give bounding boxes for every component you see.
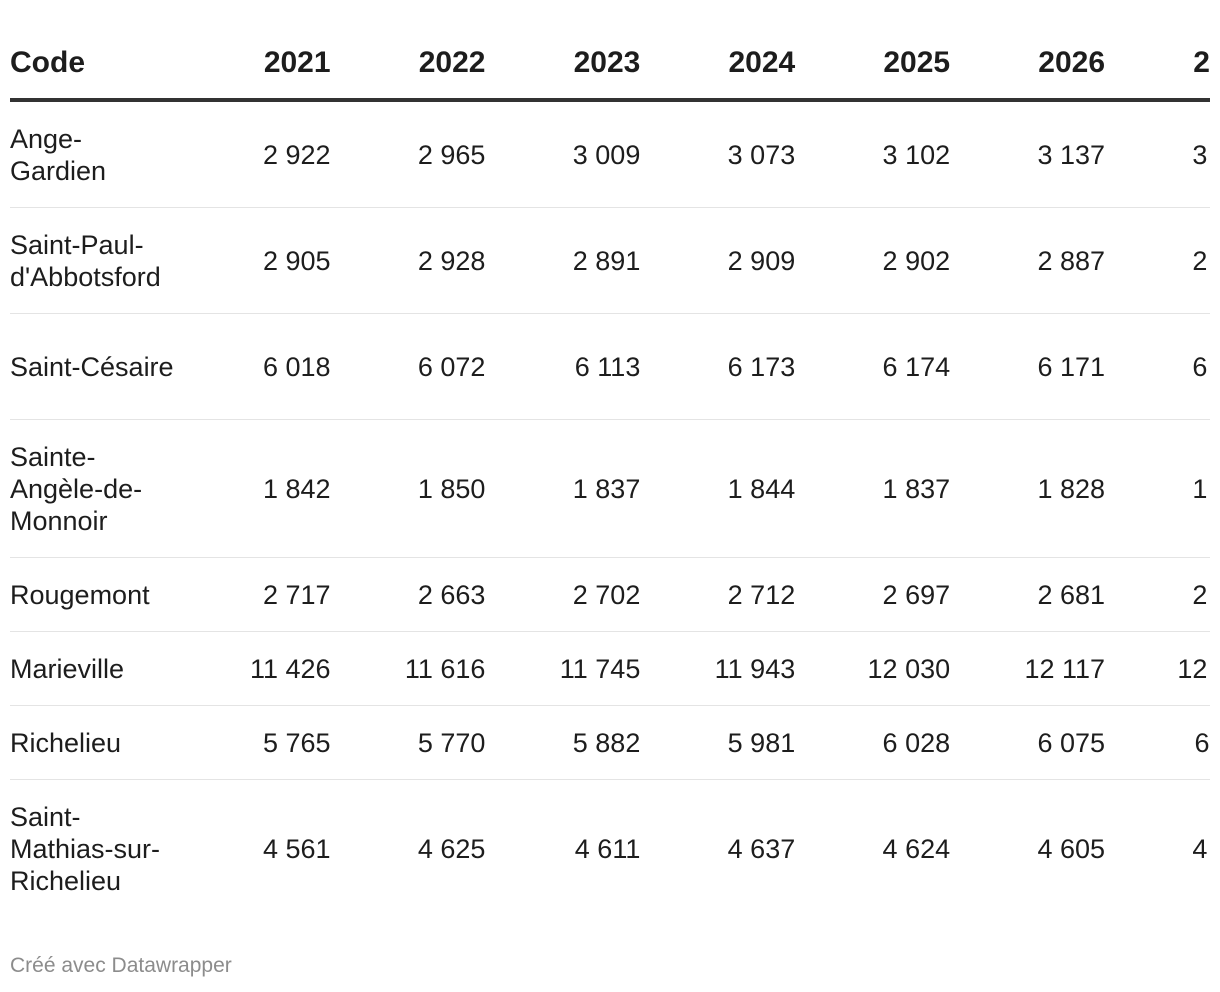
table-cell: 2 877 — [1105, 207, 1210, 314]
table-cell: 4 625 — [417, 833, 486, 864]
table-row: Marieville 11 426 11 616 11 745 11 943 1… — [10, 631, 1210, 706]
table-cell: 2 905 — [175, 207, 331, 314]
table-cell: 6 113 — [485, 313, 641, 420]
table-cell: 4 561 — [262, 833, 331, 864]
table-cell: 6 167 — [1105, 313, 1210, 420]
table-cell: 5 765 — [175, 705, 331, 780]
table-cell: 2 922 — [175, 100, 331, 208]
column-header-2026[interactable]: 2026 — [950, 28, 1106, 102]
column-header-2024[interactable]: 2024 — [640, 28, 796, 102]
table-cell: 1 828 — [950, 419, 1106, 558]
table-cell: 11 943 — [640, 631, 796, 706]
column-header-2022[interactable]: 2022 — [330, 28, 486, 102]
table-cell: 1 844 — [640, 419, 796, 558]
table-cell: 1 816 — [1105, 419, 1210, 558]
table-cell: 2 887 — [950, 207, 1106, 314]
table-cell: 1 850 — [330, 419, 486, 558]
table-cell: 12 030 — [795, 631, 951, 706]
datawrapper-credit[interactable]: Créé avec Datawrapper — [10, 954, 232, 977]
table-cell: 12 117 — [950, 631, 1106, 706]
table-cell: 1 837 — [485, 419, 641, 558]
table-cell: 2 717 — [175, 557, 331, 632]
table-cell: 12 204 — [1105, 631, 1210, 706]
table-cell: 3 169 — [1105, 100, 1210, 208]
table-cell: 11 745 — [485, 631, 641, 706]
row-label: Saint-Paul-d'Abbotsford — [10, 207, 176, 314]
row-label: Marieville — [10, 631, 176, 706]
table-cell: 2 702 — [485, 557, 641, 632]
table-cell: 2 891 — [485, 207, 641, 314]
table-cell: 6 171 — [950, 313, 1106, 420]
table-row: Richelieu 5 765 5 770 5 882 5 981 6 028 … — [10, 705, 1210, 780]
row-label: Sainte-Angèle-de-Monnoir — [10, 419, 176, 558]
table-cell: 3 102 — [795, 100, 951, 208]
row-label: Richelieu — [10, 705, 176, 780]
table-cell: 3 073 — [640, 100, 796, 208]
column-header-code[interactable]: Code — [10, 28, 176, 102]
table-cell: 1 837 — [795, 419, 951, 558]
table-cell: 2 965 — [330, 100, 486, 208]
row-label: Saint-Mathias-sur-Richelieu — [10, 801, 161, 896]
table-row: Ange-Gardien 2 922 2 965 3 009 3 073 3 1… — [10, 100, 1210, 208]
table-cell: 6 075 — [950, 705, 1106, 780]
table-cell: 6 072 — [330, 313, 486, 420]
row-label: Saint-Césaire — [10, 313, 176, 420]
table-cell: 2 664 — [1105, 557, 1210, 632]
table-cell: 2 697 — [795, 557, 951, 632]
table-cell: 2 681 — [950, 557, 1106, 632]
data-table: Code 2021 2022 2023 2024 2025 2026 2027 … — [10, 28, 1210, 917]
table-cell: 1 842 — [175, 419, 331, 558]
table-row: Saint-Césaire 6 018 6 072 6 113 6 173 6 … — [10, 313, 1210, 420]
table-cell: 2 902 — [795, 207, 951, 314]
table-cell: 2 909 — [640, 207, 796, 314]
table-cell: 3 137 — [950, 100, 1106, 208]
table-cell: 6 173 — [640, 313, 796, 420]
column-header-2023[interactable]: 2023 — [485, 28, 641, 102]
table-container: Code 2021 2022 2023 2024 2025 2026 2027 … — [10, 0, 1210, 992]
table-cell: 6 115 — [1105, 705, 1210, 780]
row-label: Ange-Gardien — [10, 100, 176, 208]
table-cell: 2 928 — [330, 207, 486, 314]
table-cell: 5 882 — [485, 705, 641, 780]
table-cell: 5 770 — [330, 705, 486, 780]
table-row: Saint-Paul-d'Abbotsford 2 905 2 928 2 89… — [10, 207, 1210, 314]
table-cell: 4 637 — [727, 833, 796, 864]
table-cell: 4 611 — [574, 833, 641, 864]
table-header-row: Code 2021 2022 2023 2024 2025 2026 2027 — [10, 28, 1210, 102]
row-label: Rougemont — [10, 557, 176, 632]
table-cell: 6 174 — [795, 313, 951, 420]
table-cell: 2 663 — [330, 557, 486, 632]
table-cell: 4 583 — [1192, 833, 1210, 864]
table-cell: 6 028 — [795, 705, 951, 780]
table-cell: 3 009 — [485, 100, 641, 208]
column-header-2021[interactable]: 2021 — [175, 28, 331, 102]
column-header-2027[interactable]: 2027 — [1105, 28, 1210, 102]
table-row: Sainte-Angèle-de-Monnoir 1 842 1 850 1 8… — [10, 419, 1210, 558]
column-header-2025[interactable]: 2025 — [795, 28, 951, 102]
table-row: Rougemont 2 717 2 663 2 702 2 712 2 697 … — [10, 557, 1210, 632]
table-row: Saint-Mathias-sur-Richelieu 4 561 4 625 … — [10, 780, 1210, 918]
table-cell: 2 712 — [640, 557, 796, 632]
table-cell: 5 981 — [640, 705, 796, 780]
table-cell: 6 018 — [175, 313, 331, 420]
table-cell: 11 616 — [330, 631, 486, 706]
table-cell: 4 605 — [1037, 833, 1106, 864]
table-cell: 4 624 — [882, 833, 951, 864]
table-cell: 11 426 — [175, 631, 331, 706]
